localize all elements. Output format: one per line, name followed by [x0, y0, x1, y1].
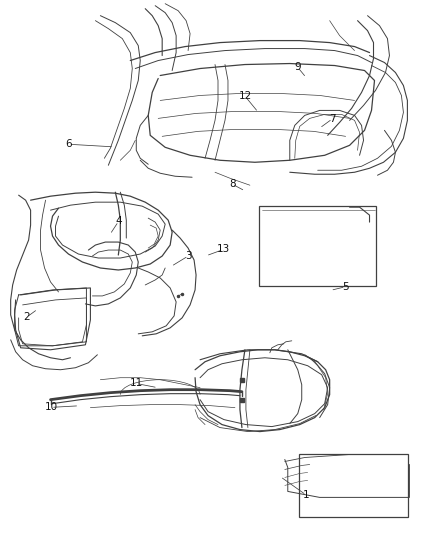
Text: 7: 7	[329, 114, 336, 124]
Text: 5: 5	[343, 282, 349, 292]
Text: 13: 13	[217, 245, 230, 254]
Text: 2: 2	[24, 312, 30, 322]
Text: 9: 9	[294, 62, 301, 72]
Text: 11: 11	[129, 378, 143, 389]
Text: 10: 10	[44, 402, 57, 413]
Text: 6: 6	[65, 139, 72, 149]
Text: 12: 12	[239, 91, 252, 101]
Text: 8: 8	[229, 179, 235, 189]
Text: 1: 1	[303, 490, 310, 500]
Text: 4: 4	[115, 216, 122, 227]
Text: 3: 3	[185, 251, 192, 261]
